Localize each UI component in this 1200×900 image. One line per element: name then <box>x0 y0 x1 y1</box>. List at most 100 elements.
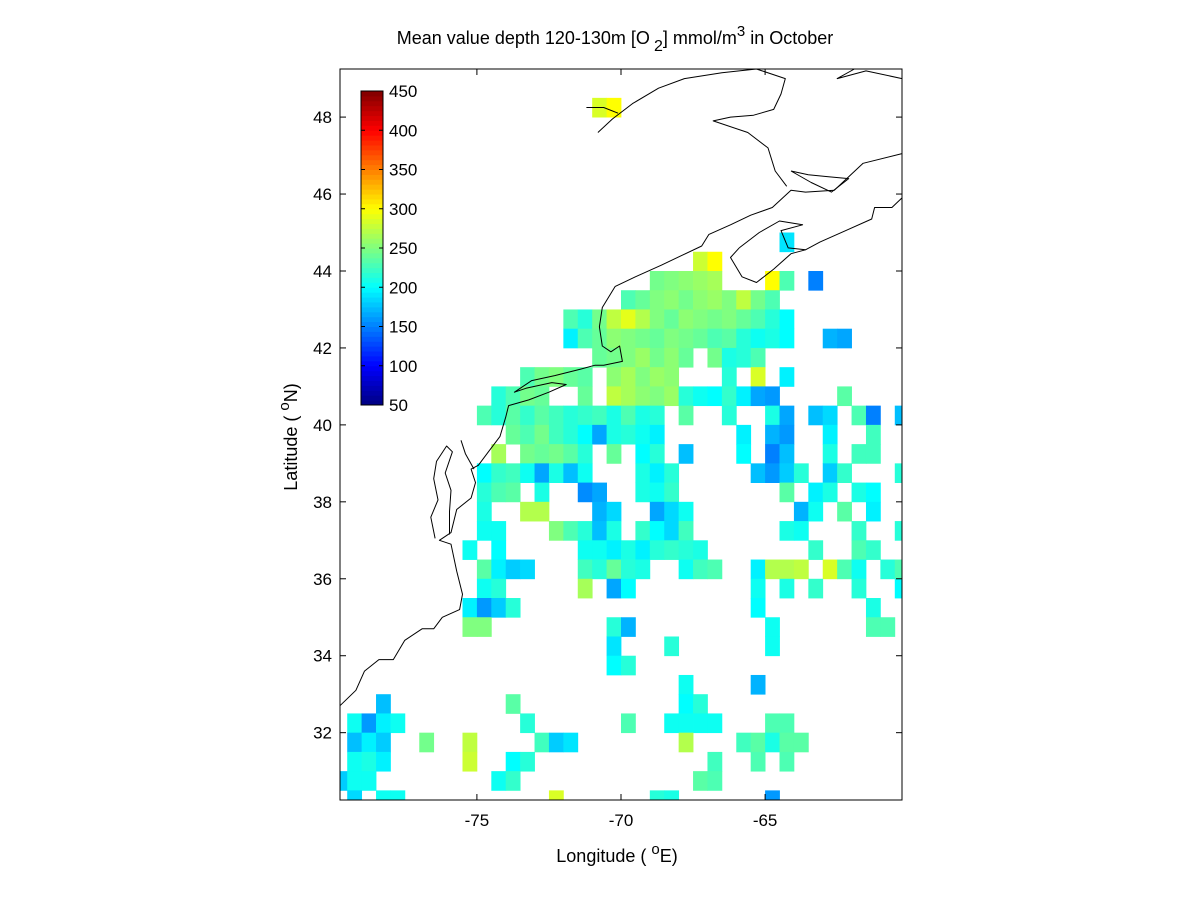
y-tick-label: 44 <box>313 262 332 281</box>
heatmap-cell <box>649 540 665 560</box>
heatmap-cell <box>649 463 665 483</box>
heatmap-cell <box>621 578 636 599</box>
heatmap-cell <box>606 559 622 580</box>
heatmap-cell <box>621 328 636 349</box>
colorbar-segment <box>361 267 383 274</box>
heatmap-cell <box>462 617 478 637</box>
heatmap-cell <box>563 309 579 330</box>
colorbar-segment <box>361 164 383 170</box>
heatmap-cell <box>606 617 622 637</box>
heatmap-cell <box>534 482 550 503</box>
y-tick-label: 40 <box>313 416 332 435</box>
heatmap-cell <box>678 444 694 464</box>
colorbar-tick-label: 250 <box>389 239 417 258</box>
heatmap-cell <box>577 540 593 560</box>
heatmap-cell <box>678 694 694 714</box>
y-label-superscript: o <box>276 402 293 410</box>
heatmap-cell <box>750 674 766 695</box>
heatmap-cell <box>491 386 507 407</box>
heatmap-cell <box>822 482 838 503</box>
heatmap-cell <box>649 790 665 801</box>
colorbar-segment <box>361 135 383 141</box>
heatmap-cell <box>779 444 795 464</box>
heatmap-cell <box>750 598 766 618</box>
heatmap-cell <box>693 540 708 560</box>
heatmap-cell <box>678 270 694 291</box>
heatmap-cell <box>678 732 694 753</box>
heatmap-cell <box>621 540 636 560</box>
heatmap-cell <box>765 463 780 483</box>
heatmap-cell <box>750 463 766 483</box>
heatmap-cell <box>592 328 607 349</box>
heatmap-cell <box>808 482 824 503</box>
heatmap-cell <box>520 463 535 483</box>
heatmap-cell <box>635 482 651 503</box>
heatmap-cell <box>707 309 723 330</box>
heatmap-cell <box>750 732 766 753</box>
title-part-1: Mean value depth 120-130m [O <box>397 28 650 48</box>
heatmap-cell <box>779 559 795 580</box>
heatmap-cell <box>548 463 564 483</box>
heatmap-cell <box>736 347 752 368</box>
colorbar-segment <box>361 390 383 396</box>
heatmap-cell <box>520 559 535 580</box>
heatmap-cell <box>347 751 363 772</box>
heatmap-cell <box>635 309 651 330</box>
heatmap-cell <box>577 386 593 407</box>
heatmap-cell <box>664 790 680 801</box>
colorbar-segment <box>361 223 383 229</box>
colorbar-tick-label: 450 <box>389 82 417 101</box>
heatmap-cell <box>779 521 795 541</box>
heatmap-cell <box>779 751 795 772</box>
colorbar-segment <box>361 130 383 136</box>
heatmap-cell <box>592 424 607 445</box>
heatmap-cell <box>606 309 622 330</box>
heatmap-cell <box>693 713 708 734</box>
colorbar-segment <box>361 169 383 175</box>
colorbar-segment <box>361 208 383 215</box>
colorbar-tick-label: 100 <box>389 357 417 376</box>
heatmap-cell <box>765 559 780 580</box>
heatmap-cell <box>664 636 680 657</box>
heatmap-cell <box>635 559 651 580</box>
y-tick-label: 34 <box>313 647 332 666</box>
heatmap-cell <box>693 290 708 310</box>
heatmap-cell <box>563 405 579 426</box>
heatmap-cell <box>476 521 492 541</box>
heatmap-cell <box>750 309 766 330</box>
coastline <box>339 68 903 707</box>
heatmap-cell <box>721 290 737 310</box>
colorbar-tick-label: 200 <box>389 278 417 297</box>
heatmap-cell <box>851 540 867 560</box>
heatmap-cell <box>476 559 492 580</box>
heatmap-cell <box>693 309 708 330</box>
chart-title: Mean value depth 120-130m [O 2] mmol/m3 i… <box>397 23 833 55</box>
heatmap-cell <box>606 97 622 118</box>
heatmap-cell <box>577 328 593 349</box>
colorbar-segment <box>361 179 383 185</box>
heatmap-cell <box>837 559 852 580</box>
heatmap-cell <box>678 290 694 310</box>
heatmap-cell <box>577 482 593 503</box>
heatmap-cell <box>851 482 867 503</box>
heatmap-cell <box>505 424 521 445</box>
x-tick-label: -65 <box>753 811 778 830</box>
heatmap-cell <box>707 290 723 310</box>
colorbar-segment <box>361 184 383 190</box>
heatmap-cell <box>721 309 737 330</box>
heatmap-cell <box>837 386 852 407</box>
colorbar-segment <box>361 375 383 381</box>
x-label-part-1: Longitude ( <box>556 846 651 866</box>
heatmap-cell <box>822 444 838 464</box>
heatmap-cell <box>808 270 824 291</box>
heatmap-cell <box>592 559 607 580</box>
heatmap-cell <box>707 328 723 349</box>
heatmap-cell <box>577 309 593 330</box>
colorbar-segment <box>361 316 383 323</box>
heatmap-cell <box>693 771 708 791</box>
colorbar-segment <box>361 262 383 269</box>
heatmap-cell <box>520 367 535 387</box>
coastline-segment <box>586 107 619 114</box>
heatmap-cell <box>577 405 593 426</box>
colorbar-segment <box>361 203 383 210</box>
